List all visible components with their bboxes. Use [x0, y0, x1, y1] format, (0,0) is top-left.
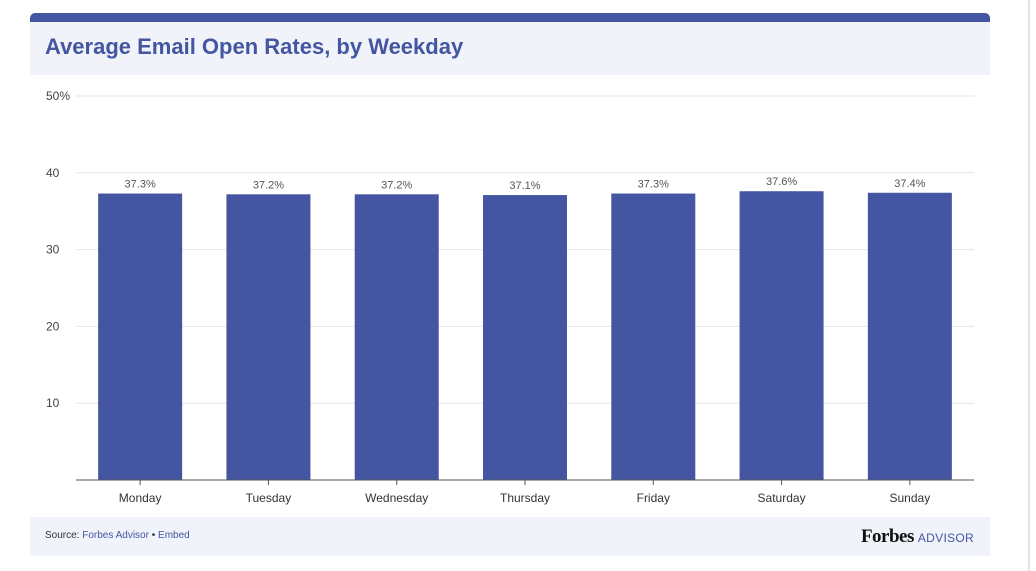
- x-tick-label-thursday: Thursday: [500, 491, 550, 505]
- axes: 10 20 30 40 50% Monday Tuesday Wednesday Thursda…: [46, 89, 974, 505]
- value-label-thursday: 37.1%: [509, 180, 540, 192]
- value-label-wednesday: 37.2%: [381, 179, 412, 191]
- x-tick-label-sunday: Sunday: [890, 491, 931, 505]
- bar-wednesday: [354, 194, 439, 480]
- bar-chart: 37.3% 37.2% 37.2% 37.1% 37.3% 37.6% 37.4% 10 20…: [46, 89, 974, 505]
- bar-tuesday: [226, 194, 311, 480]
- source-prefix: Source:: [45, 530, 80, 541]
- chart-footer: Source: Forbes Advisor • Embed Forbes ADV…: [30, 517, 990, 556]
- chart-title: Average Email Open Rates, by Weekday: [45, 34, 464, 59]
- y-tick-label: 10: [46, 396, 60, 410]
- x-tick-label-tuesday: Tuesday: [246, 491, 292, 505]
- embed-link[interactable]: Embed: [158, 530, 190, 541]
- value-label-tuesday: 37.2%: [253, 179, 284, 191]
- value-label-friday: 37.3%: [638, 179, 669, 191]
- value-labels: 37.3% 37.2% 37.2% 37.1% 37.3% 37.6% 37.4%: [125, 176, 926, 192]
- x-tick-label-saturday: Saturday: [758, 491, 806, 505]
- bars: [98, 191, 952, 480]
- source-link[interactable]: Forbes Advisor: [82, 530, 149, 541]
- source-line: Source: Forbes Advisor • Embed: [45, 530, 190, 541]
- bar-friday: [611, 193, 696, 480]
- chart-area: 37.3% 37.2% 37.2% 37.1% 37.3% 37.6% 37.4% 10 20…: [30, 75, 990, 515]
- y-tick-label: 50%: [46, 89, 70, 103]
- bar-saturday: [739, 191, 824, 480]
- source-separator: •: [151, 530, 156, 541]
- x-tick-label-monday: Monday: [119, 491, 162, 505]
- y-tick-label: 20: [46, 319, 60, 333]
- window-edge: [1028, 0, 1030, 571]
- x-tick-label-wednesday: Wednesday: [365, 491, 428, 505]
- y-tick-label: 40: [46, 166, 60, 180]
- y-tick-label: 30: [46, 243, 60, 257]
- value-label-monday: 37.3%: [125, 179, 156, 191]
- x-tick-label-friday: Friday: [637, 491, 670, 505]
- value-label-saturday: 37.6%: [766, 176, 797, 188]
- chart-header: Average Email Open Rates, by Weekday: [30, 22, 990, 75]
- accent-strip: [30, 13, 990, 22]
- value-label-sunday: 37.4%: [894, 178, 925, 190]
- bar-thursday: [483, 195, 567, 480]
- brand-suffix: ADVISOR: [917, 531, 974, 545]
- bar-monday: [98, 193, 183, 480]
- bar-sunday: [867, 192, 952, 480]
- brand-name: Forbes: [860, 526, 914, 547]
- chart-card: Average Email Open Rates, by Weekday 37.…: [30, 13, 990, 556]
- forbes-advisor-logo: Forbes ADVISOR: [861, 526, 974, 548]
